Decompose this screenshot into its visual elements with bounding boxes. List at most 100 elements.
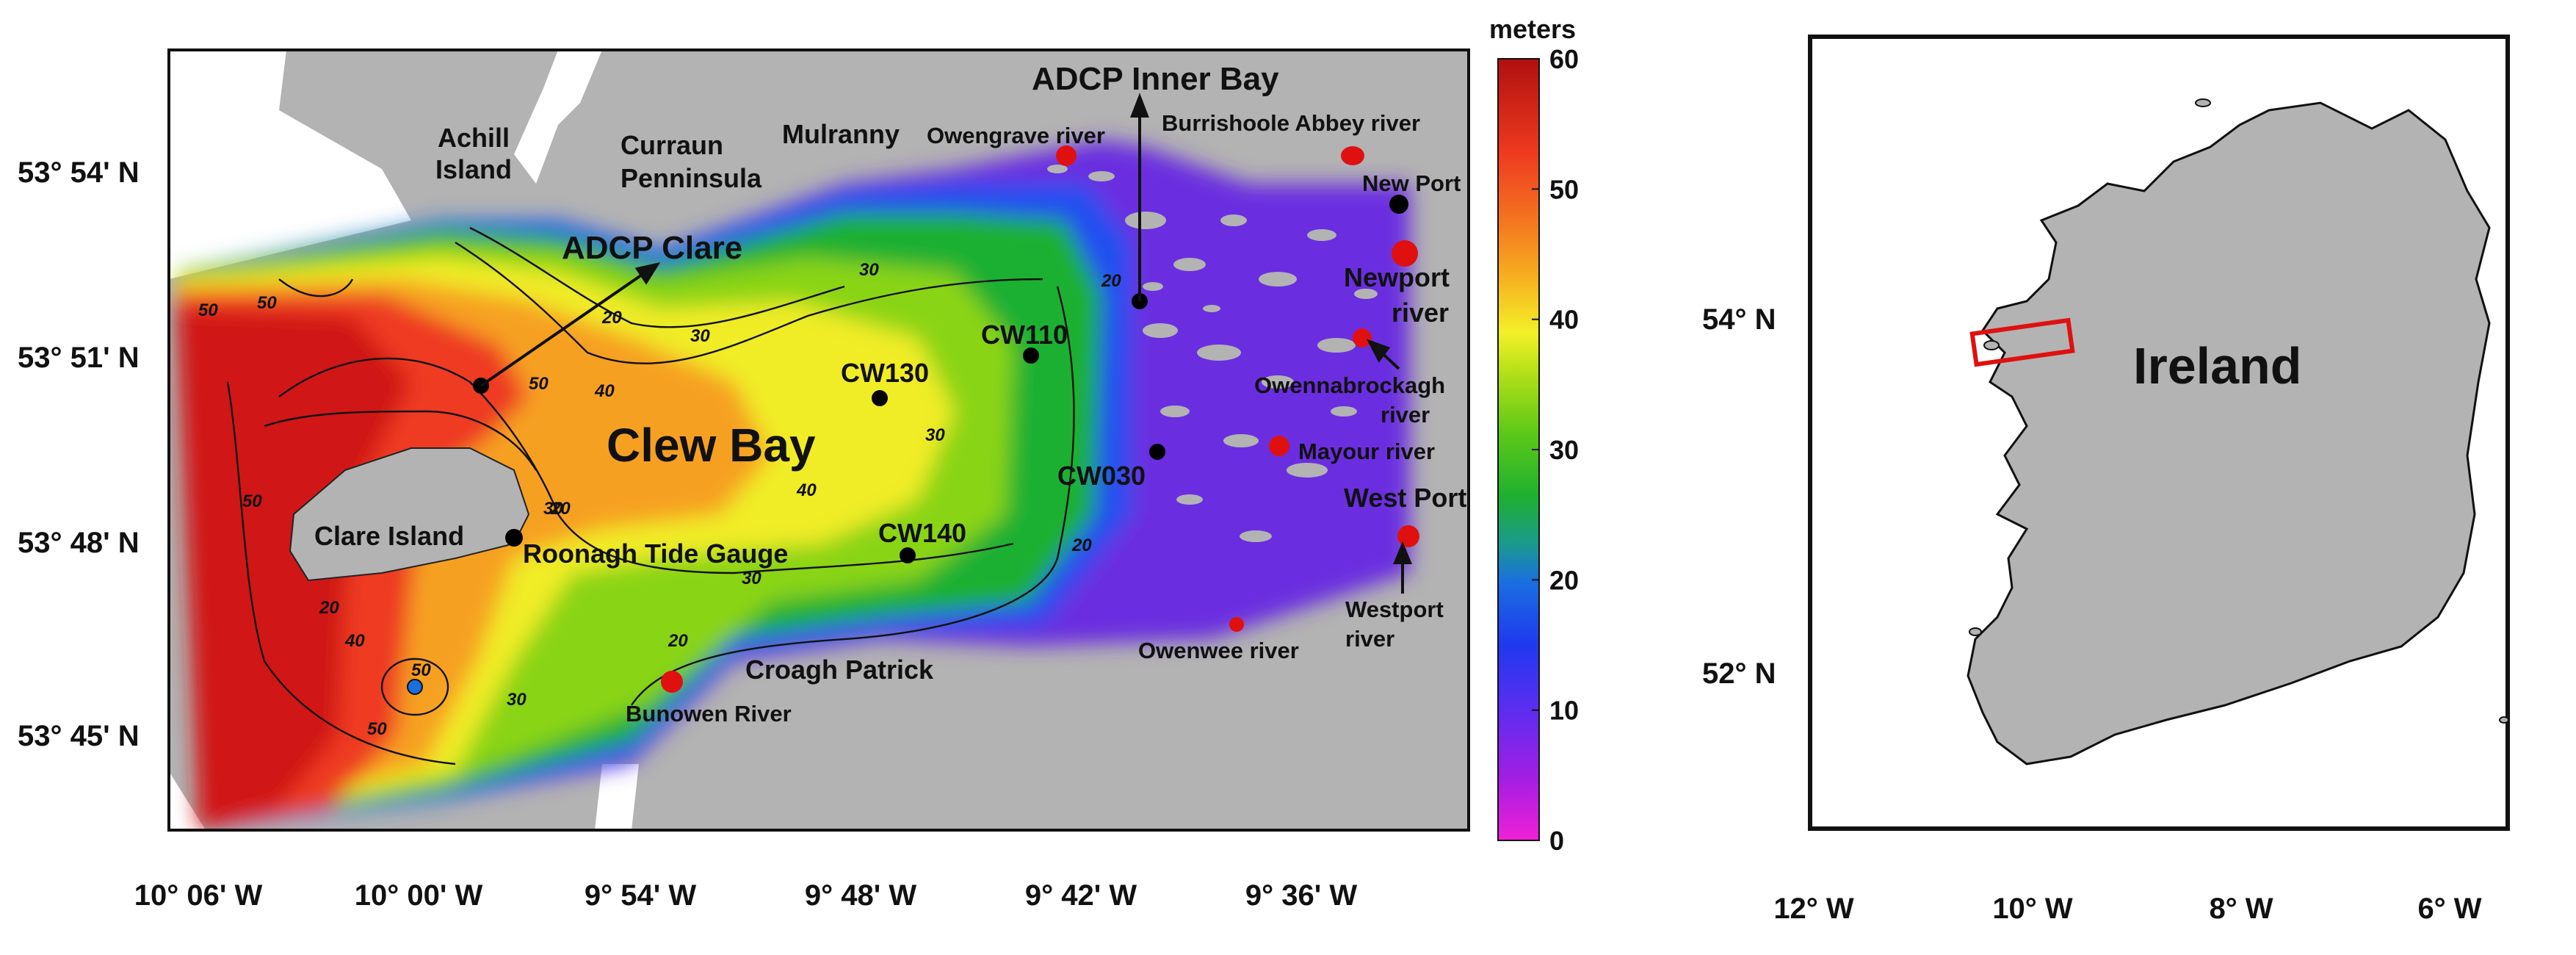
x-tick-label: 8° W [2209, 893, 2273, 925]
colorbar-tick-label: 40 [1549, 305, 1579, 335]
contour-label: 40 [594, 381, 615, 401]
bay-map-x-axis: 10° 06' W 10° 00' W 9° 54' W 9° 48' W 9°… [134, 879, 1358, 912]
new-port-marker [1389, 195, 1408, 214]
offshore-blank-south [595, 764, 639, 830]
colorbar-tick-label: 30 [1549, 435, 1579, 465]
owengrave-river-label: Owengrave river [927, 123, 1105, 148]
contour-label: 30 [925, 425, 945, 445]
ireland-landmass [1967, 101, 2491, 765]
cw140-label: CW140 [878, 518, 966, 548]
westport-river-label-line1: Westport [1345, 597, 1444, 622]
x-tick-label: 9° 36' W [1245, 879, 1357, 912]
roonagh-marker [505, 529, 523, 547]
ireland-map: Ireland 54° N 52° N 12° W 10° W 8° W 6° … [1702, 35, 2510, 925]
clare-island-label: Clare Island [314, 521, 464, 551]
contour-label: 20 [667, 631, 688, 651]
bay-map: 50 50 50 50 50 50 40 40 40 30 30 30 30 3… [18, 48, 1470, 912]
y-tick-label: 53° 51' N [18, 342, 140, 374]
y-tick-label: 53° 54' N [18, 156, 140, 189]
clew-bay-highlight-box [1969, 317, 2075, 367]
achill-label-line2: Island [435, 154, 512, 184]
cw110-marker [1023, 347, 1039, 364]
contour-label: 50 [367, 719, 387, 739]
map-labels: Achill Island Curraun Penninsula Mulrann… [314, 61, 1466, 727]
cw130-marker [872, 390, 888, 406]
burrishoole-river-label: Burrishoole Abbey river [1162, 110, 1420, 136]
offshore-blank-top [169, 50, 411, 279]
owennabrockagh-river-marker [1353, 328, 1372, 347]
contour-label: 50 [198, 300, 218, 320]
colorbar-tick-label: 60 [1549, 44, 1579, 74]
owennabrockagh-label-line2: river [1381, 402, 1430, 428]
colorbar-tick-label: 50 [1549, 174, 1579, 204]
cw140-marker [900, 547, 916, 563]
x-tick-label: 9° 42' W [1025, 879, 1137, 912]
contour-label: 50 [242, 491, 262, 511]
y-tick-label: 53° 45' N [18, 720, 140, 752]
bunowen-river-marker [661, 671, 683, 693]
contour-label: 30 [690, 326, 710, 346]
colorbar-tick-label: 0 [1549, 826, 1564, 856]
contour-label: 50 [257, 293, 277, 313]
y-tick-label: 52° N [1702, 657, 1776, 690]
bathymetry [176, 140, 1410, 830]
contour-label: 50 [411, 660, 431, 680]
contour-label: 30 [742, 569, 761, 588]
colorbar: meters 60 50 40 30 20 10 0 [1489, 14, 1579, 856]
bay-map-y-axis: 53° 54' N 53° 51' N 53° 48' N 53° 45' N [18, 156, 140, 752]
x-tick-label: 10° W [1992, 893, 2073, 925]
westport-river-label-line2: river [1345, 626, 1394, 652]
curraun-label-line1: Curraun [621, 130, 723, 160]
contour-label: 20 [1101, 271, 1121, 291]
contour-label: 40 [796, 480, 817, 500]
x-tick-label: 12° W [1773, 893, 1854, 925]
cw130-label: CW130 [841, 358, 929, 388]
adcp-inner-label: ADCP Inner Bay [1032, 61, 1279, 97]
curraun-label-line2: Penninsula [621, 163, 762, 193]
contour-label: 30 [543, 499, 563, 519]
bay-map-frame [167, 48, 1470, 832]
westport-river-marker [1397, 525, 1419, 547]
croagh-patrick-label: Croagh Patrick [745, 655, 934, 685]
newport-river-marker [1392, 240, 1418, 267]
contour-label: 20 [601, 308, 622, 328]
achill-label-line1: Achill [438, 123, 510, 153]
x-tick-label: 9° 54' W [585, 879, 696, 912]
contour-label: 30 [507, 690, 527, 710]
x-tick-label: 10° 00' W [355, 879, 483, 912]
colorbar-ticks: 60 50 40 30 20 10 0 [1532, 44, 1579, 856]
ireland-offshore-islands [1969, 98, 2509, 724]
clare-island-shape [289, 447, 530, 582]
bay-map-content [169, 50, 1469, 830]
x-tick-label: 6° W [2417, 893, 2481, 925]
inner-bay-islands [1047, 165, 1378, 542]
x-tick-label: 9° 48' W [805, 879, 916, 912]
y-tick-label: 53° 48' N [18, 527, 140, 559]
colorbar-tick-label: 10 [1549, 696, 1579, 726]
cw110-label: CW110 [981, 320, 1068, 350]
contour-label: 20 [319, 598, 339, 618]
contour-label: 30 [859, 260, 879, 280]
owennabrockagh-label-line1: Owennabrockagh [1254, 372, 1445, 398]
newport-river-label-line1: Newport [1344, 262, 1450, 292]
west-port-label: West Port [1344, 483, 1466, 513]
owenwee-river-label: Owenwee river [1138, 638, 1299, 663]
ireland-title: Ireland [2133, 337, 2302, 394]
annotation-arrows [480, 93, 1412, 594]
adcp-clare-label: ADCP Clare [562, 230, 742, 266]
offshore-blank-bottom [169, 771, 206, 830]
roonagh-label: Roonagh Tide Gauge [523, 538, 788, 569]
clew-bay-label: Clew Bay [607, 419, 816, 472]
contour-label: 20 [550, 499, 571, 519]
mulranny-label: Mulranny [782, 119, 900, 149]
colorbar-tick-label: 20 [1549, 565, 1579, 595]
burrishoole-river-marker [1341, 146, 1364, 165]
cw030-label: CW030 [1057, 461, 1146, 491]
contour-label: 20 [1071, 536, 1092, 555]
contour-label: 40 [344, 631, 365, 651]
river-markers [661, 145, 1419, 693]
newport-river-label-line2: river [1392, 298, 1449, 328]
contour-label-group: 50 50 50 50 50 50 40 40 40 30 30 30 30 3… [198, 260, 1121, 739]
